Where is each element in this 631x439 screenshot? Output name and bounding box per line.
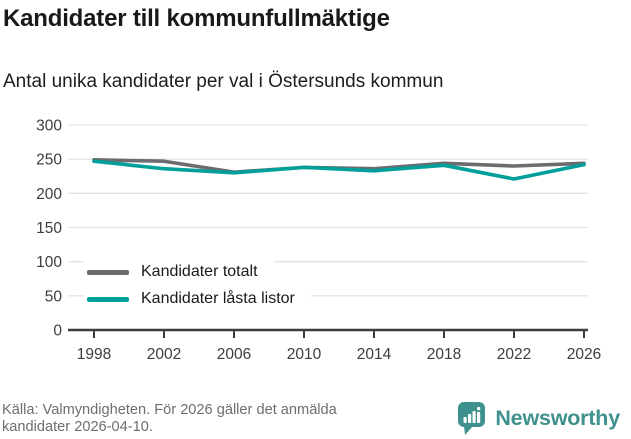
- chart-footer: Källa: Valmyndigheten. För 2026 gäller d…: [0, 398, 631, 439]
- x-tick-label: 2002: [147, 346, 181, 363]
- chart-plot-area: 0 50 100 150 200 250 300 1998 2002 2006 2010 2014 20…: [36, 118, 601, 364]
- source-note-line2: kandidater 2026-04-10.: [2, 419, 153, 435]
- newsworthy-logo-icon: [458, 402, 486, 435]
- x-tick-label: 2022: [497, 346, 531, 363]
- x-tick-label: 2006: [217, 346, 251, 363]
- x-tick-label: 2010: [287, 346, 322, 363]
- legend-item-totalt: Kandidater totalt: [84, 259, 274, 285]
- legend-line-swatch-lasta-listor: [87, 296, 129, 302]
- chart-legend: Kandidater totalt Kandidater låsta listo…: [84, 259, 311, 312]
- source-note-line1: Källa: Valmyndigheten. För 2026 gäller d…: [2, 402, 337, 418]
- y-tick-label: 250: [36, 152, 62, 169]
- x-tick-label: 2014: [357, 346, 392, 363]
- y-tick-label: 300: [36, 118, 62, 135]
- legend-label-lasta-listor: Kandidater låsta listor: [141, 290, 295, 307]
- source-note: Källa: Valmyndigheten. För 2026 gäller d…: [2, 402, 337, 436]
- newsworthy-logo: Newsworthy: [457, 401, 620, 435]
- page-title: Kandidater till kommunfullmäktige: [3, 5, 390, 32]
- x-tick-label: 2026: [567, 346, 601, 363]
- y-tick-label: 200: [36, 186, 62, 203]
- legend-item-lasta-listor: Kandidater låsta listor: [84, 286, 311, 312]
- legend-label-totalt: Kandidater totalt: [141, 263, 258, 280]
- x-tick-label: 2018: [427, 346, 461, 363]
- y-tick-label: 50: [45, 288, 63, 305]
- newsworthy-wordmark: Newsworthy: [495, 405, 620, 430]
- legend-line-swatch-totalt: [87, 269, 129, 275]
- y-tick-label: 150: [36, 220, 62, 237]
- x-tick-label: 1998: [77, 346, 111, 363]
- y-tick-label: 0: [53, 323, 62, 340]
- y-tick-label: 100: [36, 254, 62, 271]
- series-line-1: [92, 159, 586, 181]
- chart-subtitle: Antal unika kandidater per val i Östersu…: [3, 71, 444, 92]
